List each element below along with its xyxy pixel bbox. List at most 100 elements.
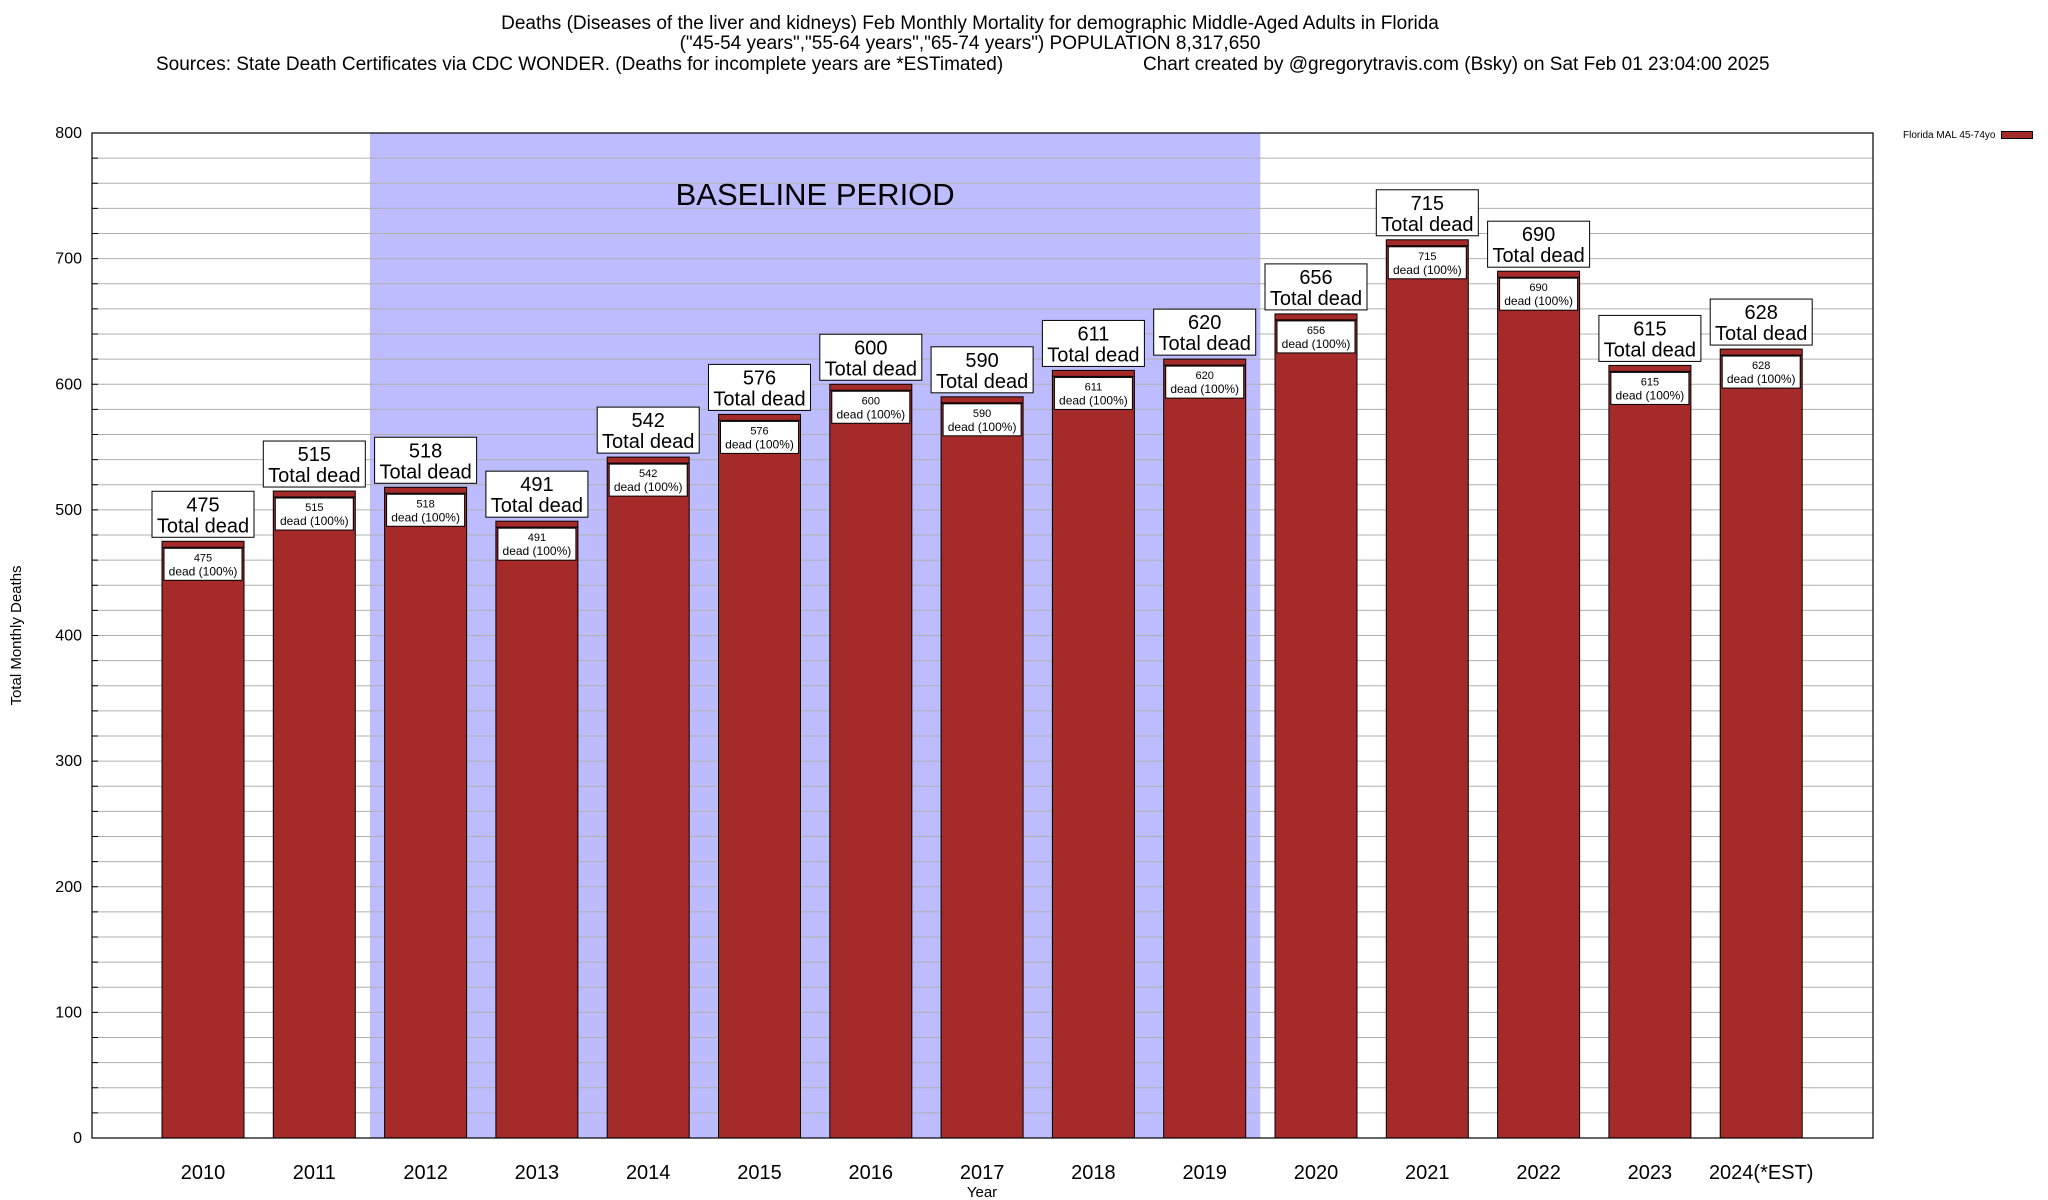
y-tick-label: 100 [55, 1004, 82, 1021]
bar [1163, 358, 1247, 1139]
data-label-value: 615 [1633, 318, 1666, 340]
data-label-box [708, 363, 811, 411]
data-label-text: Total dead [713, 388, 805, 410]
x-tick-label: 2013 [515, 1162, 560, 1184]
bar-inner-label-box [720, 420, 799, 454]
data-label-box [374, 436, 478, 484]
bar-inner-value: 628 [1752, 360, 1770, 372]
bar-inner-value: 590 [973, 408, 991, 420]
bar-inner-label: dead (100%) [503, 544, 572, 558]
data-label-box [930, 346, 1034, 394]
bar-inner-value: 620 [1196, 370, 1214, 382]
bar-inner-value: 542 [639, 468, 657, 480]
data-label-text: Total dead [936, 371, 1028, 393]
x-tick-label: 2018 [1071, 1162, 1116, 1184]
bar-inner-label: dead (100%) [391, 510, 460, 524]
bar-inner-value: 690 [1529, 282, 1547, 294]
data-label-box [1153, 308, 1257, 356]
data-label-value: 576 [743, 367, 776, 389]
bar-inner-label-box [1387, 246, 1467, 280]
sources-text: Sources: State Death Certificates via CD… [156, 54, 1004, 75]
bar-inner-label: dead (100%) [948, 420, 1017, 434]
bar-inner-value: 715 [1418, 251, 1436, 263]
y-tick-label: 700 [55, 251, 82, 268]
data-label-box [1709, 298, 1813, 346]
data-label-box [819, 333, 923, 381]
bar-inner-label-box [608, 463, 688, 497]
data-label-value: 600 [854, 337, 887, 359]
data-label-text: Total dead [1604, 339, 1696, 361]
y-tick-label: 0 [73, 1130, 82, 1147]
data-label-value: 491 [520, 474, 553, 496]
data-label-value: 515 [298, 444, 331, 466]
data-label-value: 542 [632, 410, 665, 432]
bar-inner-label: dead (100%) [836, 407, 905, 421]
bar [718, 413, 801, 1139]
x-axis-label: Year [967, 1184, 997, 1200]
bar [606, 456, 690, 1139]
bar [1608, 364, 1692, 1139]
bar-inner-value: 656 [1307, 325, 1325, 337]
x-tick-label: 2024(*EST) [1709, 1162, 1814, 1184]
data-label-box [151, 490, 255, 538]
bar-inner-value: 600 [862, 395, 880, 407]
created-by-text: Chart created by @gregorytravis.com (Bsk… [1143, 54, 1770, 75]
bar-inner-label: dead (100%) [1727, 372, 1796, 386]
data-label-text: Total dead [491, 495, 583, 517]
data-label-value: 656 [1299, 267, 1332, 289]
data-label-box [485, 470, 589, 518]
bar-inner-value: 615 [1641, 376, 1659, 388]
data-label-value: 620 [1188, 312, 1221, 334]
y-tick-label: 300 [55, 753, 82, 770]
bar [1274, 313, 1358, 1139]
data-label-text: Total dead [1159, 333, 1251, 355]
chart-title-line2: ("45-54 years","55-64 years","65-74 year… [679, 33, 1261, 54]
bar-inner-label: dead (100%) [1616, 388, 1685, 402]
data-label-value: 715 [1411, 193, 1444, 215]
y-tick-label: 200 [55, 879, 82, 896]
bar [272, 490, 356, 1139]
data-label-value: 475 [186, 494, 219, 516]
bar [1385, 239, 1469, 1139]
data-label-text: Total dead [1047, 344, 1139, 366]
bar [1051, 369, 1135, 1139]
data-label-text: Total dead [1492, 245, 1584, 267]
bar [1497, 270, 1581, 1139]
bar-inner-label: dead (100%) [1393, 263, 1462, 277]
data-label-text: Total dead [268, 465, 360, 487]
bar-inner-label-box [274, 497, 354, 531]
bar-inner-label-box [163, 547, 243, 581]
bar-inner-value: 576 [750, 425, 768, 437]
data-label-box [1375, 189, 1479, 237]
bar-inner-label-box [1165, 365, 1245, 399]
y-axis-label: Total Monthly Deaths [8, 565, 25, 705]
legend-swatch [2001, 131, 2034, 140]
data-label-value: 611 [1077, 323, 1109, 345]
bar [940, 396, 1024, 1139]
bar [161, 540, 245, 1139]
bar-inner-label-box [1610, 371, 1690, 405]
data-label-text: Total dead [602, 431, 694, 453]
data-label-text: Total dead [825, 358, 917, 380]
x-tick-label: 2019 [1182, 1162, 1227, 1184]
x-tick-label: 2016 [849, 1162, 894, 1184]
bar-inner-label: dead (100%) [1059, 393, 1128, 407]
y-tick-label: 500 [55, 502, 82, 519]
bar-inner-label-box [386, 493, 466, 527]
x-tick-label: 2017 [960, 1162, 1005, 1184]
x-tick-label: 2020 [1294, 1162, 1339, 1184]
data-label-box [1598, 314, 1702, 362]
bar-inner-label-box [831, 390, 911, 424]
y-tick-label: 600 [55, 376, 82, 393]
bar [829, 383, 913, 1139]
data-label-box [596, 406, 700, 454]
bar-inner-label: dead (100%) [280, 514, 349, 528]
data-label-value: 628 [1745, 302, 1778, 324]
data-label-text: Total dead [1715, 323, 1807, 345]
bar-inner-value: 475 [194, 552, 212, 564]
data-label-value: 590 [965, 350, 998, 372]
x-tick-label: 2011 [293, 1162, 336, 1184]
bar-inner-value: 515 [305, 502, 323, 514]
bar [495, 520, 579, 1139]
